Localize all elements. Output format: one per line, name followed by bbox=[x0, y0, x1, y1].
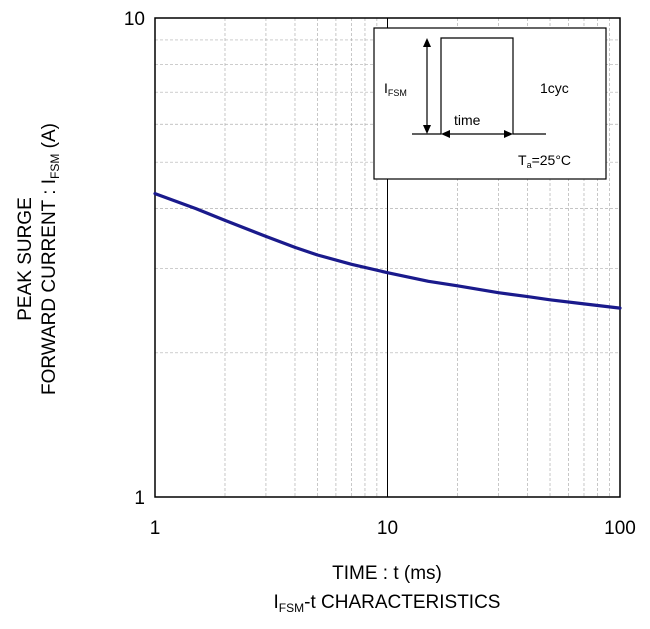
series-layer bbox=[153, 192, 622, 310]
tick-labels: 1 10 100 1 10 bbox=[124, 9, 636, 539]
time-arrow-head-right bbox=[504, 130, 513, 138]
y-tick-label: 1 bbox=[134, 488, 145, 509]
amplitude-arrow-head-top bbox=[423, 38, 431, 47]
inset-time-label: time bbox=[454, 112, 481, 128]
x-tick-label: 1 bbox=[150, 518, 161, 539]
inset-box bbox=[373, 27, 607, 180]
x-tick-label: 100 bbox=[604, 518, 636, 539]
amplitude-arrow-head-bottom bbox=[423, 125, 431, 134]
time-arrow-head-left bbox=[441, 130, 450, 138]
chart-caption: IFSM-t CHARACTERISTICS bbox=[273, 592, 501, 615]
inset-cycle-label: 1cyc bbox=[540, 80, 569, 96]
y-tick-label: 10 bbox=[124, 9, 145, 30]
inset: IFSM time 1cyc Ta=25°C bbox=[373, 27, 607, 180]
series-line bbox=[153, 192, 622, 310]
x-axis-label: TIME : t (ms) bbox=[332, 563, 442, 584]
pulse-waveform bbox=[412, 37, 546, 135]
x-tick-label: 10 bbox=[377, 518, 398, 539]
inset-temp-label: Ta=25°C bbox=[518, 152, 571, 170]
plot-frame bbox=[154, 17, 621, 498]
inset-pulse-label: IFSM bbox=[384, 80, 407, 98]
